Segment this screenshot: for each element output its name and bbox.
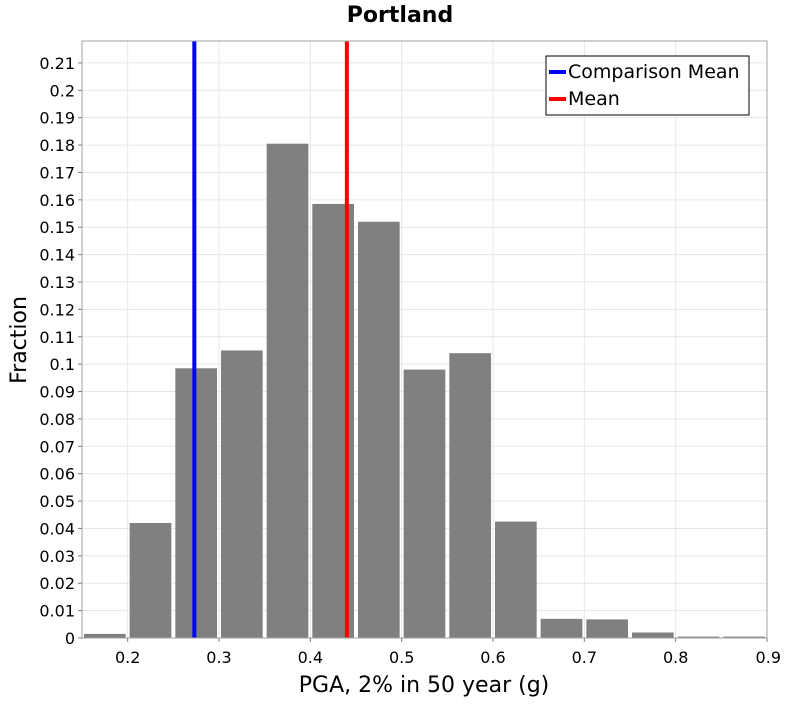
y-tick-label: 0 — [65, 629, 75, 648]
y-tick-label: 0.12 — [39, 300, 75, 319]
y-tick-label: 0.18 — [39, 136, 75, 155]
histogram-bar — [358, 221, 400, 639]
histogram-bar — [129, 522, 172, 638]
histogram-bar — [632, 632, 674, 638]
x-tick-label: 0.5 — [389, 648, 414, 667]
x-tick-label: 0.7 — [572, 648, 597, 667]
y-tick-label: 0.06 — [39, 465, 75, 484]
x-axis-label: PGA, 2% in 50 year (g) — [299, 673, 550, 698]
y-axis-ticks: 0 0.01 0.02 0.03 0.04 0.05 0.06 0.07 0.08 0.09 0.1… — [39, 54, 82, 648]
y-tick-label: 0.08 — [39, 410, 75, 429]
y-tick-label: 0.13 — [39, 273, 75, 292]
histogram-bar — [266, 143, 309, 639]
y-tick-label: 0.19 — [39, 109, 75, 128]
y-tick-label: 0.11 — [39, 328, 75, 347]
y-tick-label: 0.14 — [39, 246, 75, 265]
y-tick-label: 0.1 — [50, 355, 75, 374]
histogram-bar — [495, 521, 537, 638]
y-tick-label: 0.07 — [39, 437, 75, 456]
y-tick-label: 0.21 — [39, 54, 75, 73]
x-tick-label: 0.9 — [756, 648, 781, 667]
histogram-bar — [586, 619, 628, 638]
x-tick-label: 0.3 — [206, 648, 231, 667]
y-tick-label: 0.09 — [39, 383, 75, 402]
y-tick-label: 0.15 — [39, 218, 75, 237]
y-tick-label: 0.04 — [39, 519, 75, 538]
histogram-bar — [84, 633, 126, 638]
legend-box — [545, 55, 750, 116]
x-tick-label: 0.6 — [480, 648, 505, 667]
histogram-bar — [403, 369, 446, 638]
y-tick-label: 0.03 — [39, 547, 75, 566]
histogram-bar — [221, 350, 263, 638]
legend-label-comparison-mean: Comparison Mean — [568, 61, 740, 83]
bars — [84, 143, 765, 639]
y-axis-label: Fraction — [7, 296, 32, 384]
y-tick-label: 0.16 — [39, 191, 75, 210]
legend: Comparison Mean Mean — [545, 55, 750, 116]
x-axis-ticks: 0.2 0.3 0.4 0.5 0.6 0.7 0.8 0.9 — [115, 638, 781, 667]
reference-lines — [192, 41, 349, 638]
x-tick-label: 0.8 — [663, 648, 688, 667]
legend-label-mean: Mean — [568, 88, 620, 110]
histogram-bar — [449, 353, 491, 638]
histogram-bar — [677, 636, 720, 638]
chart-title: Portland — [347, 3, 453, 28]
x-tick-label: 0.4 — [298, 648, 323, 667]
y-tick-label: 0.2 — [50, 81, 75, 100]
x-tick-label: 0.2 — [115, 648, 140, 667]
y-tick-label: 0.05 — [39, 492, 75, 511]
y-tick-label: 0.02 — [39, 574, 75, 593]
y-tick-label: 0.17 — [39, 163, 75, 182]
y-tick-label: 0.01 — [39, 602, 75, 621]
histogram-bar — [723, 636, 765, 638]
plot-area — [81, 40, 768, 639]
histogram-bar — [540, 618, 583, 638]
